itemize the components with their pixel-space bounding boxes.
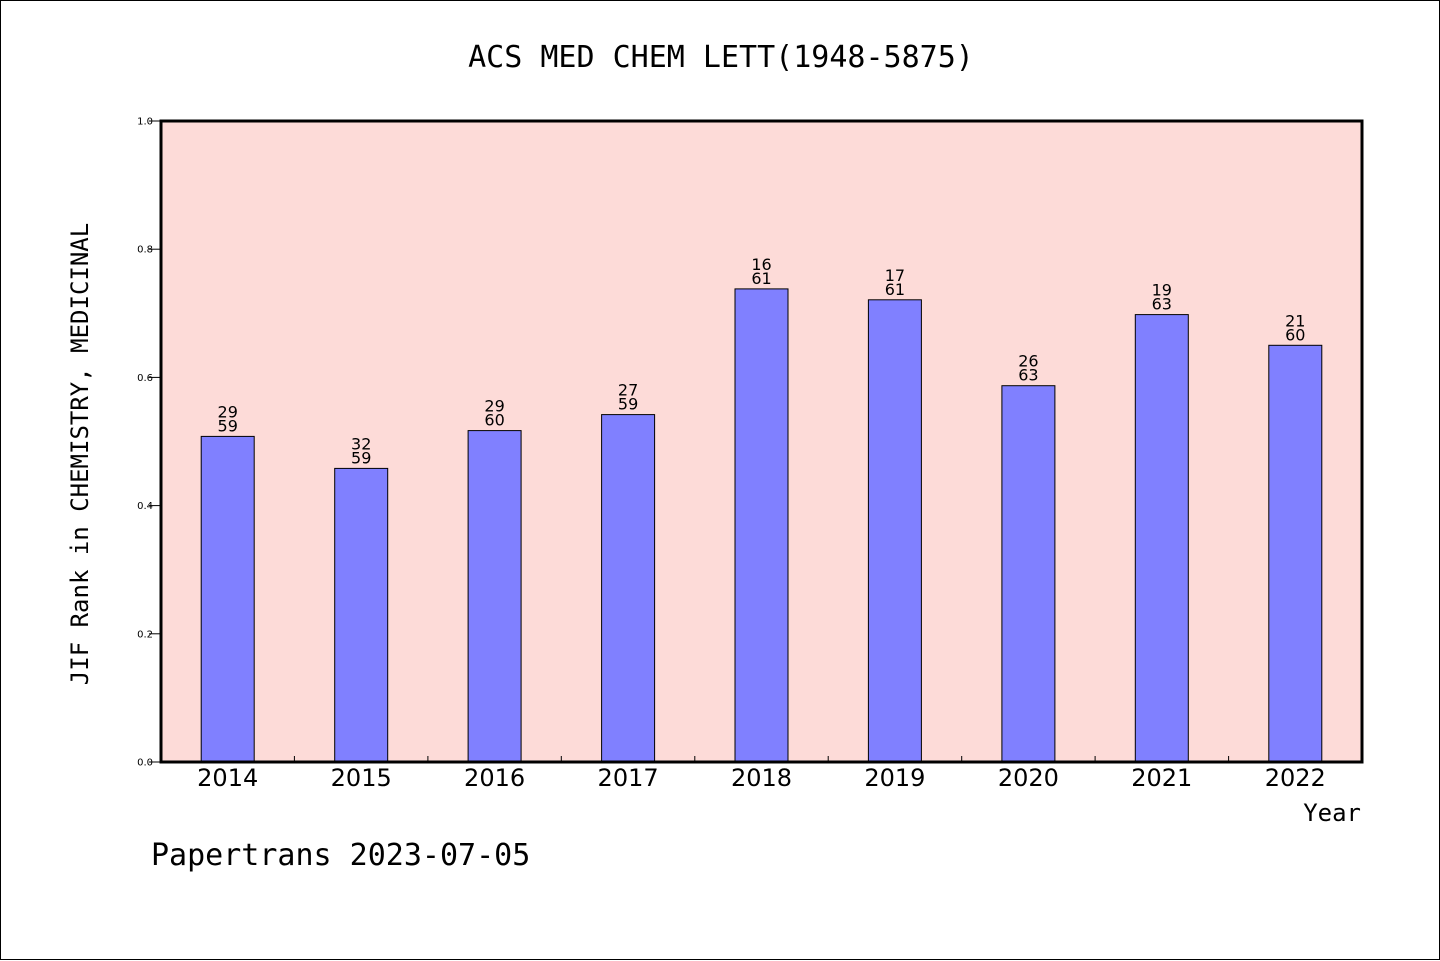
x-tick-label-2015: 2015 [331,764,392,792]
y-tick-label-0.4: 0.4 [137,501,153,512]
bar-label-total-2016: 60 [484,411,504,430]
bar-label-rank-2018: 16 [751,255,771,274]
bar-label-rank-2019: 17 [885,266,905,285]
bar-2017 [601,414,656,763]
x-tick-label-2022: 2022 [1265,764,1326,792]
bar-2015 [334,467,389,763]
chart-title: ACS MED CHEM LETT(1948-5875) [468,40,974,75]
bar-label-total-2019: 61 [885,280,905,299]
x-axis-title: Year [1303,799,1361,827]
bar-2021 [1134,314,1189,763]
x-tick-label-2014: 2014 [197,764,258,792]
bar-2016 [467,430,522,763]
bar-label-total-2020: 63 [1018,366,1038,385]
x-tick-label-2020: 2020 [998,764,1059,792]
x-tick-label-2021: 2021 [1131,764,1192,792]
bar-2014 [200,435,255,763]
y-tick-label-0.6: 0.6 [137,373,153,384]
x-axis-ticks: 2014 2015 2016 2017 2018 2019 2020 2021 2022 [197,756,1326,792]
bar-label-total-2022: 60 [1285,325,1305,344]
bar-2018 [734,288,789,763]
bar-label-total-2015: 59 [351,448,371,467]
bar-label-total-2021: 63 [1152,295,1172,314]
y-axis-ticks: 0.0 0.2 0.4 0.6 0.8 1.0 [137,117,161,769]
bar-2019 [867,299,922,763]
bar-label-total-2018: 61 [751,269,771,288]
bar-2020 [1001,385,1056,763]
y-tick-label-0.2: 0.2 [137,629,153,640]
y-tick-label-0.0: 0.0 [137,758,153,769]
bar-label-total-2014: 59 [218,416,238,435]
x-tick-label-2017: 2017 [598,764,659,792]
bar-label-rank-2017: 27 [618,381,638,400]
x-tick-label-2016: 2016 [464,764,525,792]
y-tick-label-0.8: 0.8 [137,245,153,256]
bar-label-rank-2015: 32 [351,434,371,453]
x-tick-label-2019: 2019 [864,764,925,792]
bar-label-rank-2020: 26 [1018,352,1038,371]
footer-watermark: Papertrans 2023-07-05 [151,838,530,873]
plot-border [159,119,1364,764]
bar-label-rank-2016: 29 [484,397,504,416]
x-tick-label-2018: 2018 [731,764,792,792]
bar-label-rank-2014: 29 [218,402,238,421]
bar-label-total-2017: 59 [618,395,638,414]
bar-label-rank-2022: 21 [1285,311,1305,330]
bar-label-rank-2021: 19 [1152,281,1172,300]
y-tick-label-1.0: 1.0 [137,117,153,128]
y-axis-title: JIF Rank in CHEMISTRY, MEDICINAL [66,223,94,685]
bar-2022 [1268,344,1323,763]
